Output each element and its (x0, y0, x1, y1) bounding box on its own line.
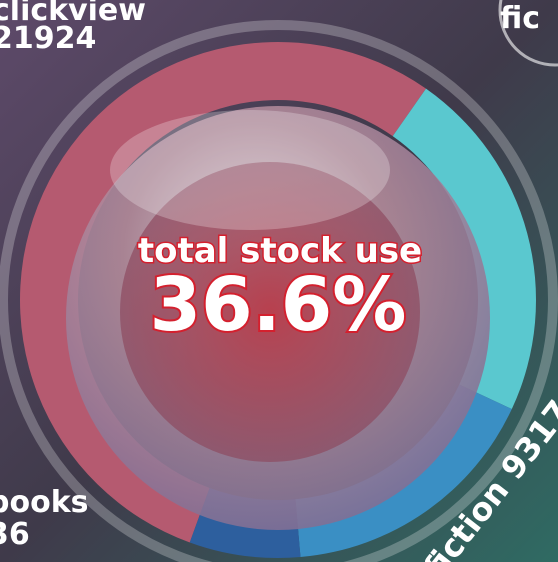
highlight (110, 110, 390, 230)
segment-name: books (0, 485, 89, 520)
segment-name: fic (500, 1, 540, 36)
infographic: total stock use 36.6% clickview 21924 bo… (0, 0, 558, 562)
page: {"center": {"label": "total stock use", … (0, 0, 558, 562)
center-value: 36.6% (150, 262, 407, 348)
segment-value: 21924 (0, 21, 96, 56)
segment-value: 36 (0, 517, 30, 552)
